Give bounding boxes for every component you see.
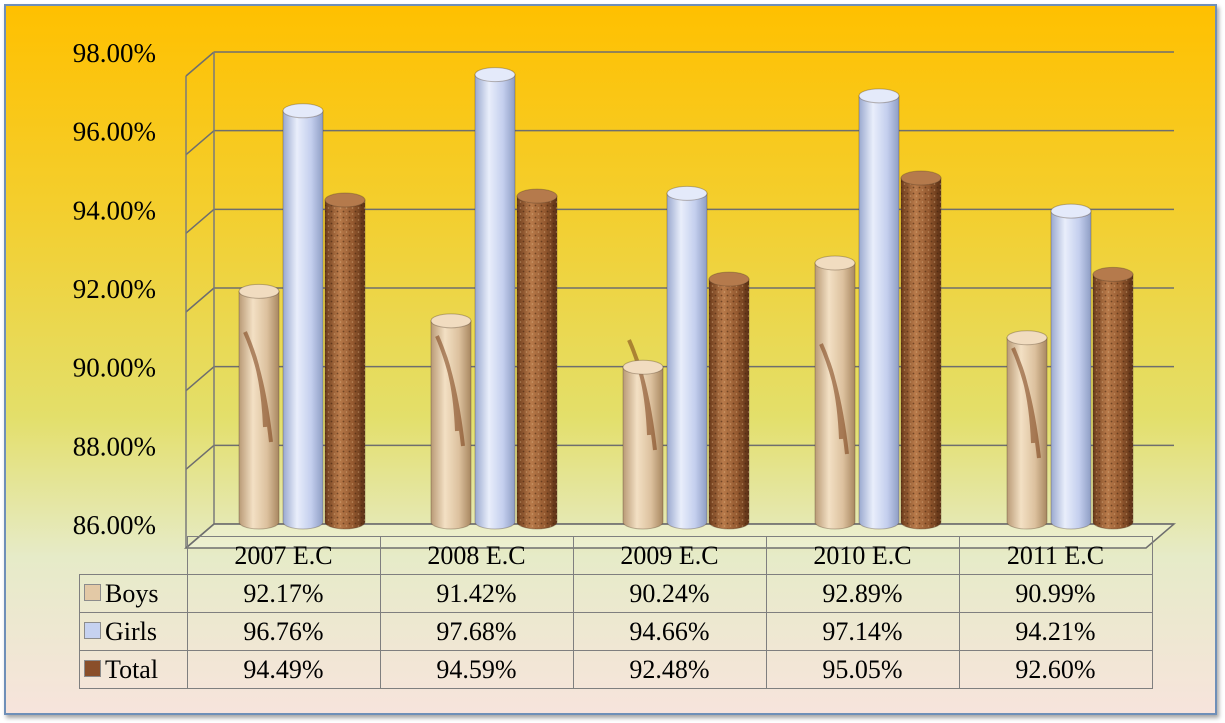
series-name: Boys (105, 578, 159, 608)
y-tick-label: 88.00% (73, 431, 156, 461)
bar-total-1 (516, 188, 558, 530)
gridline-depth (185, 208, 215, 234)
bar-total-0 (324, 192, 366, 530)
cylinder-motif (243, 331, 273, 443)
data-label: 94.21% (958, 612, 1153, 651)
cylinder-texture (325, 200, 365, 529)
cylinder-top (858, 88, 900, 104)
data-label: 90.24% (572, 574, 767, 613)
total-legend-key (84, 659, 101, 677)
y-tick-label: 98.00% (73, 38, 156, 68)
cylinder-top (814, 255, 856, 271)
cylinder-motif (435, 335, 465, 447)
data-label: 94.49% (186, 650, 381, 689)
bar-boys-4 (1006, 330, 1048, 530)
bar-boys-1 (430, 313, 472, 530)
category-label: 2009 E.C (572, 536, 767, 575)
girls-legend-key (84, 621, 101, 639)
gridline-depth (185, 130, 215, 156)
chart-frame: 86.00% 88.00% 90.00% 92.00% 94.00% 96.00% 98.0… (4, 4, 1217, 715)
data-label: 92.60% (958, 650, 1153, 689)
data-label: 97.14% (765, 612, 960, 651)
bar-total-2 (708, 271, 750, 530)
bar-girls-1 (474, 67, 516, 530)
series-name: Girls (105, 616, 157, 646)
y-tick-label: 96.00% (73, 117, 156, 147)
series-row-girls: Girls 96.76% 97.68% 94.66% 97.14% 94.21% (79, 612, 1153, 651)
cylinder-motif (819, 343, 849, 455)
cylinder-motif (1011, 347, 1041, 459)
cylinder-texture (901, 178, 941, 530)
bar-girls-0 (282, 103, 324, 530)
cylinder-top (238, 283, 280, 299)
series-row-boys: Boys 92.17% 91.42% 90.24% 92.89% 90.99% (79, 574, 1153, 613)
data-label: 92.17% (186, 574, 381, 613)
bar-boys-2 (622, 339, 664, 530)
bar-girls-2 (666, 185, 708, 530)
cylinder-top (666, 185, 708, 201)
data-label: 94.59% (379, 650, 574, 689)
gridline-depth (185, 287, 215, 313)
cylinder-body (474, 74, 516, 530)
category-header-row: 2007 E.C 2008 E.C 2009 E.C 2010 E.C 2011… (80, 536, 1153, 575)
cylinder-body (622, 366, 664, 530)
cylinder-body (430, 320, 472, 530)
cylinder-top (622, 359, 664, 375)
cylinder-body (238, 290, 280, 530)
data-label: 91.42% (379, 574, 574, 613)
gridline-depth (185, 444, 215, 470)
cylinder-top (900, 170, 942, 186)
data-label: 92.89% (765, 574, 960, 613)
category-label: 2010 E.C (765, 536, 960, 575)
cylinder-top (516, 188, 558, 204)
gridline-depth (185, 51, 215, 77)
bar-girls-4 (1050, 203, 1092, 530)
data-label: 95.05% (765, 650, 960, 689)
cylinder-top (474, 67, 516, 83)
series-name: Total (105, 654, 159, 684)
bar-total-4 (1092, 266, 1134, 530)
bar-boys-3 (814, 255, 856, 530)
category-label: 2008 E.C (379, 536, 574, 575)
cylinder-body (666, 192, 708, 530)
cylinder-top (282, 103, 324, 119)
cylinder-top (1092, 266, 1134, 282)
data-table: 2007 E.C 2008 E.C 2009 E.C 2010 E.C 2011… (79, 536, 1153, 689)
gridline-depth (185, 366, 215, 392)
data-label: 90.99% (958, 574, 1153, 613)
y-tick-label: 86.00% (73, 510, 156, 540)
cylinder-texture (1093, 274, 1133, 529)
series-row-total: Total 94.49% 94.59% 92.48% 95.05% 92.60% (79, 650, 1153, 689)
cylinder-body (282, 110, 324, 530)
bar-boys-0 (238, 283, 280, 530)
boys-legend-key (84, 583, 101, 601)
bar-girls-3 (858, 88, 900, 530)
cylinder-body (1006, 337, 1048, 530)
cylinder-body (858, 95, 900, 530)
data-label: 96.76% (186, 612, 381, 651)
cylinder-top (430, 313, 472, 329)
cylinder-texture (517, 196, 557, 530)
y-tick-label: 90.00% (73, 353, 156, 383)
cylinder-top (708, 271, 750, 287)
cylinder-body (1050, 210, 1092, 530)
y-tick-label: 94.00% (73, 195, 156, 225)
data-label: 92.48% (572, 650, 767, 689)
cylinder-top (324, 192, 366, 208)
category-label: 2011 E.C (958, 536, 1153, 575)
cylinder-texture (709, 279, 749, 529)
cylinder-top (1050, 203, 1092, 219)
bar-total-3 (900, 170, 942, 530)
data-label: 97.68% (379, 612, 574, 651)
category-label: 2007 E.C (186, 536, 381, 575)
y-tick-label: 92.00% (73, 274, 156, 304)
cylinder-top (1006, 330, 1048, 346)
data-label: 94.66% (572, 612, 767, 651)
